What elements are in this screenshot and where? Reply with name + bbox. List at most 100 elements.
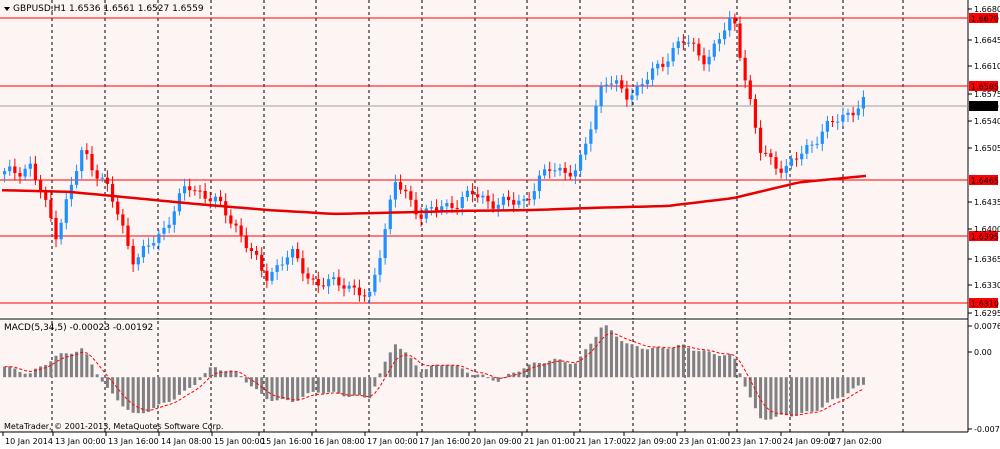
macd-bar — [136, 377, 140, 414]
macd-bar — [44, 364, 48, 378]
candle-body — [681, 41, 686, 43]
candle-body — [182, 186, 187, 194]
macd-bar — [121, 377, 125, 407]
macd-bar — [419, 371, 423, 378]
chart-menu-triangle-icon[interactable] — [4, 7, 10, 11]
macd-bar — [296, 377, 300, 401]
macd-bar — [424, 369, 428, 378]
candle-body — [332, 277, 336, 280]
macd-bar — [753, 377, 757, 409]
candle-body — [188, 186, 192, 191]
macd-bar — [481, 374, 485, 378]
candle-body — [110, 183, 115, 202]
time-tick-label: 13 Jan 00:00 — [55, 437, 106, 446]
macd-bar — [260, 377, 264, 394]
candle-body — [239, 225, 243, 236]
macd-bar — [80, 348, 84, 378]
macd-bar — [285, 377, 289, 401]
candle-body — [121, 214, 125, 226]
macd-bar — [779, 377, 783, 415]
macd-bar — [831, 377, 835, 400]
price-tick-label: 1.6575 — [974, 90, 1000, 99]
level-label: 1.6465 — [971, 177, 999, 186]
candle-body — [702, 55, 706, 65]
macd-bar — [512, 372, 516, 378]
macd-bar — [640, 348, 644, 378]
candle-body — [774, 157, 778, 169]
candle-body — [563, 167, 567, 173]
macd-bar — [846, 377, 850, 394]
macd-bar — [265, 377, 269, 400]
macd-bar — [563, 362, 567, 378]
candle-body — [692, 42, 696, 44]
candle-body — [584, 143, 588, 155]
candle-body — [326, 279, 331, 287]
candle-body — [568, 172, 572, 177]
candle-body — [779, 168, 783, 173]
candle-body — [146, 245, 151, 247]
time-tick-label: 23 Jan 01:00 — [679, 437, 730, 446]
macd-bar — [239, 376, 243, 378]
macd-bar — [532, 362, 536, 378]
macd-bar — [208, 367, 212, 378]
macd-bar — [383, 361, 387, 378]
candle-body — [342, 285, 346, 289]
macd-bar — [59, 353, 63, 378]
candle-body — [393, 182, 398, 200]
macd-bar — [291, 377, 295, 403]
level-label-box — [969, 81, 998, 91]
candle-body — [193, 190, 197, 192]
macd-bar — [774, 377, 778, 417]
candle-body — [131, 245, 135, 265]
macd-bar — [3, 366, 7, 378]
macd-bar — [229, 370, 233, 378]
candle-body — [116, 201, 120, 215]
macd-bar — [496, 377, 500, 382]
macd-bar — [306, 377, 310, 394]
level-label: 1.6670 — [971, 15, 999, 24]
macd-bar — [342, 377, 346, 397]
candle-body — [748, 80, 752, 100]
candle-body — [373, 274, 377, 292]
macd-bar — [795, 377, 799, 416]
candle-body — [851, 112, 855, 116]
macd-bar — [183, 377, 187, 391]
candle-body — [830, 121, 835, 123]
macd-bar — [769, 377, 773, 420]
macd-bar — [18, 372, 22, 378]
candle-body — [537, 175, 542, 192]
candle-body — [589, 129, 593, 144]
candle-body — [810, 144, 814, 146]
time-tick-label: 13 Jan 16:00 — [108, 437, 159, 446]
macd-bar — [321, 377, 325, 394]
candle-body — [152, 243, 156, 246]
macd-bar — [404, 352, 408, 378]
macd-bar — [599, 327, 603, 378]
candle-body — [794, 158, 799, 160]
candle-body — [635, 85, 639, 96]
macd-bar — [450, 365, 454, 378]
macd-bar — [651, 348, 655, 378]
price-candles — [2, 11, 866, 305]
level-label-box — [969, 231, 998, 241]
macd-bar — [368, 377, 372, 399]
candle-body — [95, 170, 99, 179]
candle-body — [419, 214, 423, 219]
time-tick-label: 14 Jan 08:00 — [161, 437, 212, 446]
horizontal-levels[interactable]: 1.6670 1.6585 1.6559 1.6465 1.6395 1.6310 — [0, 13, 999, 309]
macd-bar — [815, 377, 819, 411]
candle-body — [599, 86, 603, 106]
candle-body — [383, 229, 387, 259]
macd-bar — [85, 354, 89, 378]
candle-body — [707, 56, 711, 65]
candle-body — [728, 17, 732, 31]
macd-bar — [681, 344, 685, 378]
time-tick-label: 15 Jan 00:00 — [214, 437, 265, 446]
time-tick-label: 10 Jan 2014 — [5, 437, 53, 446]
macd-bar — [399, 348, 403, 378]
level-label: 1.6585 — [971, 83, 999, 92]
candle-body — [712, 43, 716, 57]
macd-bar — [75, 351, 79, 378]
macd-bar — [64, 353, 68, 378]
